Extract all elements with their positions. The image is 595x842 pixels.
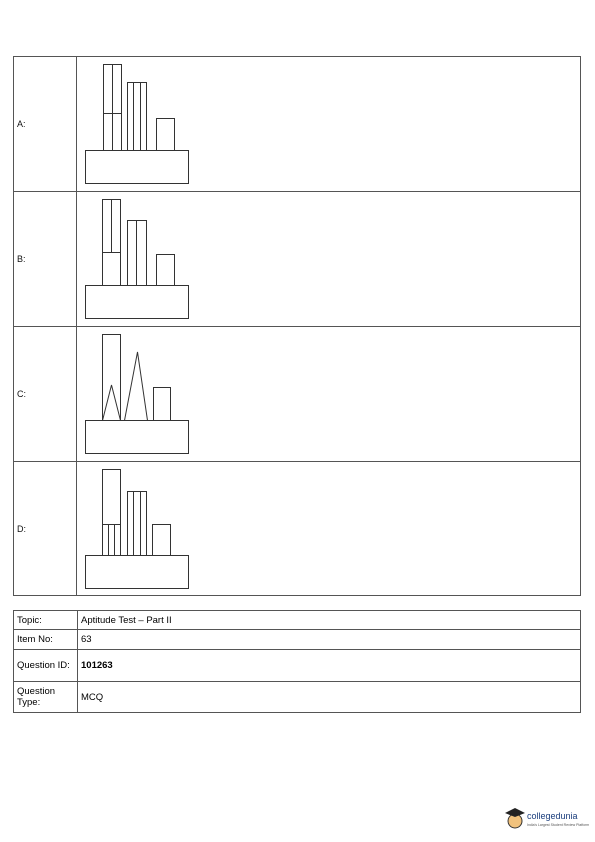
- logo-name: collegedunia: [527, 811, 578, 821]
- option-label: D:: [17, 524, 26, 534]
- meta-key: Question ID:: [13, 649, 78, 682]
- meta-value: 101263: [77, 649, 581, 682]
- meta-value: Aptitude Test – Part II: [77, 610, 581, 630]
- meta-value: 63: [77, 629, 581, 650]
- meta-key: Item No:: [13, 629, 78, 650]
- meta-table: Topic: Aptitude Test – Part II Item No: 63…: [13, 610, 581, 713]
- figure-b: [85, 199, 189, 319]
- option-label: B:: [17, 254, 26, 264]
- option-label: A:: [17, 119, 26, 129]
- option-label: C:: [17, 389, 26, 399]
- meta-key: Question Type:: [13, 681, 78, 713]
- meta-key: Topic:: [13, 610, 78, 630]
- figure-a: [85, 64, 189, 184]
- meta-value: MCQ: [77, 681, 581, 713]
- figure-c: [85, 334, 189, 454]
- options-grid: [13, 56, 581, 596]
- logo-icon: [505, 808, 525, 829]
- figure-d: [85, 469, 189, 589]
- logo-tagline: India's Largest Student Review Platform: [527, 823, 590, 827]
